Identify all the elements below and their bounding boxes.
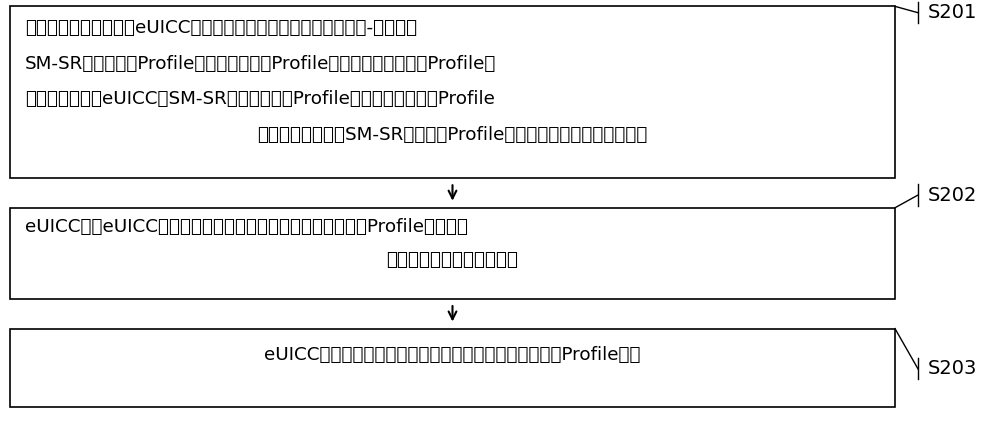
- Text: 嵌入式通用集成电路卡eUICC接收签约管理单元接收签约管理单元-安全路由: 嵌入式通用集成电路卡eUICC接收签约管理单元接收签约管理单元-安全路由: [25, 19, 417, 37]
- Bar: [10, 329, 895, 407]
- Bar: [10, 6, 895, 178]
- Text: SM-SR发送的第一Profile激活请求，第一Profile激活请求中携带目标Profile的: SM-SR发送的第一Profile激活请求，第一Profile激活请求中携带目标…: [25, 55, 496, 73]
- Text: 第一标识；或者eUICC向SM-SR发送携带目标Profile的第二标识的第二Profile: 第一标识；或者eUICC向SM-SR发送携带目标Profile的第二标识的第二P…: [25, 90, 495, 109]
- Text: S201: S201: [928, 3, 977, 22]
- Text: 动通信网络的信号检测结果: 动通信网络的信号检测结果: [386, 251, 518, 269]
- Text: 激活请求，并接收SM-SR基于第二Profile激活请求返回的激活响应消息: 激活请求，并接收SM-SR基于第二Profile激活请求返回的激活响应消息: [257, 126, 648, 144]
- Text: S202: S202: [928, 186, 977, 204]
- Bar: [10, 208, 895, 299]
- Text: eUICC指示eUICC所在的用户设备进行信号检测，以获得目标Profile对应的移: eUICC指示eUICC所在的用户设备进行信号检测，以获得目标Profile对应…: [25, 218, 468, 236]
- Text: S203: S203: [928, 360, 977, 378]
- Text: eUICC依据切换策略信息和信号检测结果，确定是否进行Profile切换: eUICC依据切换策略信息和信号检测结果，确定是否进行Profile切换: [264, 346, 641, 364]
